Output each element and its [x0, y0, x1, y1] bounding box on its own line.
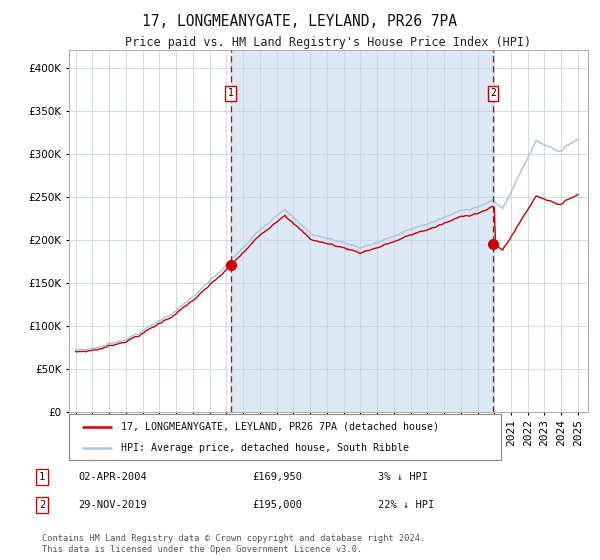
- Text: 29-NOV-2019: 29-NOV-2019: [78, 500, 147, 510]
- Text: 02-APR-2004: 02-APR-2004: [78, 472, 147, 482]
- Text: 2: 2: [39, 500, 45, 510]
- Text: 22% ↓ HPI: 22% ↓ HPI: [378, 500, 434, 510]
- Text: This data is licensed under the Open Government Licence v3.0.: This data is licensed under the Open Gov…: [42, 545, 362, 554]
- Text: 1: 1: [227, 88, 233, 99]
- Text: 3% ↓ HPI: 3% ↓ HPI: [378, 472, 428, 482]
- Text: 17, LONGMEANYGATE, LEYLAND, PR26 7PA (detached house): 17, LONGMEANYGATE, LEYLAND, PR26 7PA (de…: [121, 422, 439, 432]
- Text: HPI: Average price, detached house, South Ribble: HPI: Average price, detached house, Sout…: [121, 443, 409, 453]
- FancyBboxPatch shape: [69, 414, 501, 460]
- Text: £169,950: £169,950: [252, 472, 302, 482]
- Title: Price paid vs. HM Land Registry's House Price Index (HPI): Price paid vs. HM Land Registry's House …: [125, 36, 532, 49]
- Text: Contains HM Land Registry data © Crown copyright and database right 2024.: Contains HM Land Registry data © Crown c…: [42, 534, 425, 543]
- Text: 2: 2: [490, 88, 496, 99]
- Bar: [230, 50, 493, 412]
- Text: 1: 1: [39, 472, 45, 482]
- Text: £195,000: £195,000: [252, 500, 302, 510]
- Text: 17, LONGMEANYGATE, LEYLAND, PR26 7PA: 17, LONGMEANYGATE, LEYLAND, PR26 7PA: [143, 14, 458, 29]
